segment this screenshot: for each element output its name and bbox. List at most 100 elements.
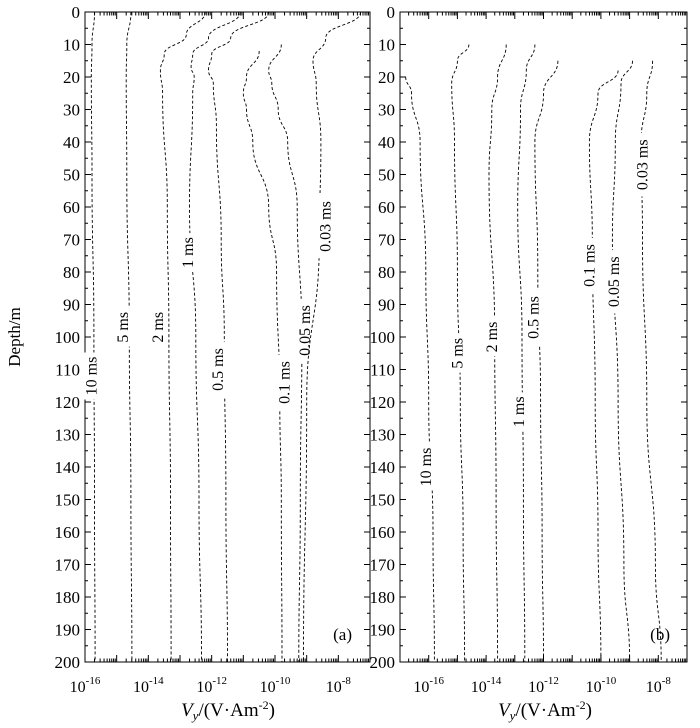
y-tick-label: 110 bbox=[370, 361, 395, 380]
panel-a-xlabel: Vy/(V·Am-2) bbox=[181, 698, 275, 723]
series-label-b-5: 0.1 ms bbox=[581, 244, 598, 287]
y-tick-label: 0 bbox=[387, 3, 396, 22]
series-line-a-6 bbox=[268, 44, 303, 663]
y-tick-label: 180 bbox=[370, 588, 396, 607]
series-line-b-0 bbox=[405, 76, 435, 663]
y-tick-label: 20 bbox=[63, 68, 80, 87]
series-label-b-0: 10 ms bbox=[418, 448, 435, 487]
series-label-gap bbox=[316, 194, 335, 259]
series-label-a-3: 1 ms bbox=[180, 237, 197, 268]
series-label-gap bbox=[510, 392, 529, 432]
y-tick-label: 190 bbox=[55, 621, 81, 640]
y-tick-label: 190 bbox=[370, 621, 396, 640]
series-label-gap bbox=[275, 354, 294, 411]
panel-a-xlabel-unit: /(V·Am bbox=[198, 700, 258, 721]
panel-b-xlabel: Vy/(V·Am-2) bbox=[498, 698, 592, 723]
x-tick-label: 10-8 bbox=[646, 675, 672, 696]
x-tick-label: 10-10 bbox=[586, 675, 617, 696]
series-label-a-5: 0.1 ms bbox=[277, 361, 294, 404]
series-label-gap bbox=[209, 341, 227, 398]
series-label-gap bbox=[416, 443, 435, 491]
x-tick-label: 10-8 bbox=[326, 675, 352, 696]
series-line-b-7 bbox=[640, 60, 662, 663]
y-tick-label: 60 bbox=[63, 198, 80, 217]
y-tick-label: 70 bbox=[63, 231, 80, 250]
y-tick-label: 120 bbox=[55, 393, 81, 412]
panel-b-xlabel-close: ) bbox=[586, 700, 592, 721]
y-tick-label: 160 bbox=[55, 523, 81, 542]
series-label-gap bbox=[482, 317, 501, 357]
series-label-gap bbox=[524, 289, 543, 346]
y-tick-label: 160 bbox=[370, 523, 396, 542]
x-tick-label: 10-12 bbox=[196, 675, 227, 696]
panel-a-xlabel-close: ) bbox=[269, 700, 275, 721]
y-tick-label: 20 bbox=[378, 68, 395, 87]
panel-b-label: (b) bbox=[650, 625, 670, 644]
series-label-a-1: 5 ms bbox=[115, 312, 132, 343]
series-label-a-2: 2 ms bbox=[150, 312, 167, 343]
y-tick-label: 40 bbox=[378, 133, 395, 152]
panel-b-xlabel-main: V bbox=[498, 700, 512, 721]
panel-b: 0 10 20 30 40 50 60 70 80 90 100 110 120 130 140 150 160… bbox=[370, 3, 688, 723]
series-line-a-2 bbox=[159, 11, 206, 663]
y-tick-label: 30 bbox=[378, 101, 395, 120]
series-line-a-4 bbox=[208, 11, 270, 663]
series-label-b-3: 1 ms bbox=[511, 396, 528, 427]
y-tick-label: 120 bbox=[370, 393, 396, 412]
y-tick-label: 80 bbox=[378, 263, 395, 282]
panel-a-label: (a) bbox=[333, 625, 352, 644]
panel-a-xlabel-exp: -2 bbox=[259, 698, 269, 712]
y-tick-label: 200 bbox=[55, 653, 81, 672]
y-tick-label: 10 bbox=[378, 36, 395, 55]
series-label-gap bbox=[178, 233, 197, 272]
y-tick-label: 10 bbox=[63, 36, 80, 55]
series-line-b-4 bbox=[534, 60, 559, 663]
panel-a-ylabel: Depth/m bbox=[5, 307, 24, 367]
y-tick-label: 40 bbox=[63, 133, 80, 152]
series-label-b-2: 2 ms bbox=[484, 322, 501, 353]
series-label-gap bbox=[580, 237, 599, 294]
series-label-gap bbox=[633, 133, 652, 197]
x-tick-label: 10-16 bbox=[413, 675, 444, 696]
x-tick-label: 10-16 bbox=[70, 675, 101, 696]
panel-b-xlabel-unit: /(V·Am bbox=[515, 700, 575, 721]
series-label-b-7: 0.03 ms bbox=[635, 139, 652, 190]
y-tick-label: 50 bbox=[63, 166, 80, 185]
panel-a-xlabel-main: V bbox=[181, 700, 195, 721]
series-label-a-7: 0.03 ms bbox=[318, 201, 335, 252]
y-tick-label: 130 bbox=[370, 426, 396, 445]
y-tick-label: 170 bbox=[370, 556, 396, 575]
y-tick-label: 30 bbox=[63, 101, 80, 120]
y-tick-label: 90 bbox=[63, 296, 80, 315]
y-tick-label: 80 bbox=[63, 263, 80, 282]
series-label-b-1: 5 ms bbox=[449, 338, 466, 369]
panel-b-xlabel-exp: -2 bbox=[576, 698, 586, 712]
series-label-gap bbox=[82, 352, 101, 400]
y-tick-label: 70 bbox=[378, 231, 395, 250]
series-line-a-3 bbox=[189, 11, 241, 663]
series-label-gap bbox=[114, 307, 132, 347]
y-tick-label: 100 bbox=[370, 328, 396, 347]
y-tick-label: 0 bbox=[72, 3, 81, 22]
y-tick-label: 200 bbox=[370, 653, 396, 672]
series-line-b-3 bbox=[517, 44, 536, 663]
y-tick-label: 150 bbox=[55, 491, 81, 510]
series-label-gap bbox=[148, 307, 167, 347]
x-tick-label: 10-14 bbox=[471, 675, 502, 696]
y-tick-label: 60 bbox=[378, 198, 395, 217]
y-tick-label: 50 bbox=[378, 166, 395, 185]
series-line-a-1 bbox=[125, 11, 133, 663]
y-tick-label: 90 bbox=[378, 296, 395, 315]
series-line-a-5 bbox=[242, 50, 283, 663]
series-label-a-4: 0.5 ms bbox=[210, 348, 227, 391]
x-tick-label: 10-10 bbox=[260, 675, 291, 696]
y-tick-label: 140 bbox=[55, 458, 81, 477]
y-tick-label: 100 bbox=[55, 328, 81, 347]
y-tick-label: 170 bbox=[55, 556, 81, 575]
panel-a: 0 10 20 30 40 50 60 70 80 90 100 110 120 130 140 150 160… bbox=[5, 3, 371, 723]
series-line-a-0 bbox=[90, 11, 96, 663]
y-tick-label: 150 bbox=[370, 491, 396, 510]
panel-a-xlabel-sub: y bbox=[191, 708, 199, 723]
series-label-a-0: 10 ms bbox=[83, 357, 100, 396]
